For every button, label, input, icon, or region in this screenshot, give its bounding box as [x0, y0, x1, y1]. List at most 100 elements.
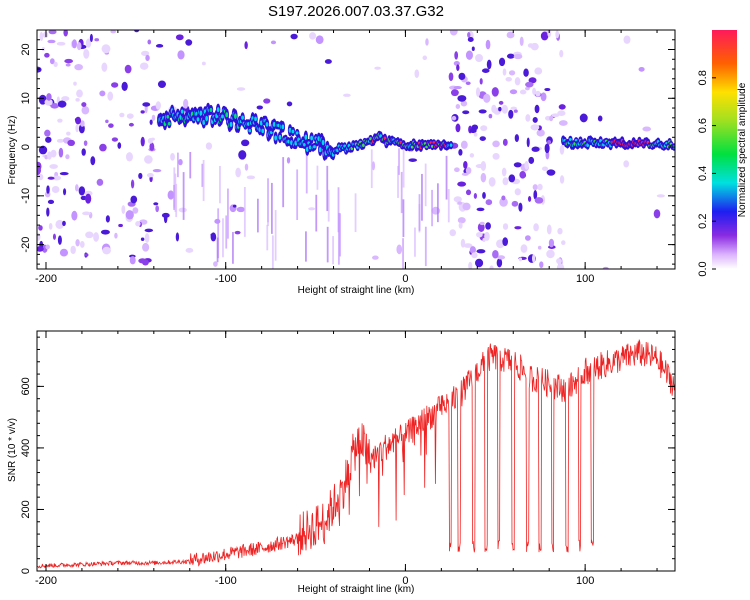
spectrogram-cell — [44, 129, 51, 137]
trace-core — [202, 119, 206, 125]
spectrogram-cell — [48, 30, 57, 35]
spectrogram-cell — [558, 104, 566, 110]
spectrogram-cell — [642, 126, 652, 132]
spectrogram-cell — [39, 31, 44, 41]
spectrogram-cell — [149, 142, 155, 151]
spectrogram-cell — [486, 59, 492, 70]
spectrogram-cell — [485, 39, 491, 50]
spectrogram-cell — [519, 170, 526, 179]
spectrogram-cell — [502, 237, 509, 247]
snr-frame — [36, 330, 676, 572]
spectrogram-streak — [326, 165, 329, 212]
spectrogram-streak — [447, 189, 450, 223]
spectrogram-cell — [135, 221, 141, 227]
spectrogram-streak — [266, 224, 269, 251]
colorbar-label: Normalized spectral amplitude — [737, 82, 748, 217]
spectrogram-cell — [448, 72, 454, 81]
spectrogram-cell — [155, 205, 159, 213]
spectrogram-cell — [476, 231, 483, 238]
spectrogram-cell — [142, 102, 151, 107]
spectrogram-streak — [326, 226, 329, 263]
spectrogram-cell — [126, 113, 134, 119]
spectrogram-cell — [546, 169, 556, 176]
spectrogram-cell — [450, 89, 459, 97]
spectrogram-cell — [124, 64, 132, 74]
spectrogram-cell — [70, 245, 76, 255]
spectrogram-cell — [101, 62, 108, 72]
spectrogram-cell — [534, 67, 543, 75]
spectrogram-cell — [75, 98, 80, 102]
spectrogram-cell — [66, 131, 71, 136]
spectrogram-streak — [339, 213, 341, 257]
spectrogram-cell — [465, 50, 473, 60]
spectrogram-cell — [157, 80, 166, 88]
spectrogram-cell — [50, 103, 60, 109]
spectrogram-streak — [398, 148, 400, 175]
spectrogram-cell — [482, 192, 486, 199]
spectrogram-cell — [263, 98, 271, 104]
spectrogram-cell — [129, 256, 136, 265]
trace-core — [274, 135, 278, 141]
spectrogram-cell — [491, 104, 497, 113]
spectrogram-cell — [50, 149, 57, 158]
spectrogram-cell — [117, 142, 122, 149]
spectrogram-cell — [57, 235, 62, 245]
spectrogram-cell — [286, 157, 291, 164]
spectrogram-cell — [533, 189, 538, 200]
spectrogram-cell — [555, 30, 560, 39]
spectrogram-cell — [457, 201, 462, 205]
spectrogram-cell — [45, 136, 52, 143]
spectrogram-cell — [63, 30, 68, 37]
spectrogram-cell — [153, 202, 159, 206]
y-tick-label: 20 — [20, 43, 32, 55]
trace-core — [294, 140, 298, 146]
spectrogram-cell — [489, 265, 494, 269]
spectrogram-cell — [462, 202, 471, 211]
colorbar-tick-label: 0.4 — [697, 166, 709, 181]
spectrogram-cell — [535, 90, 541, 97]
spectrogram-cell — [425, 38, 429, 46]
spectrogram-streak — [225, 215, 228, 249]
trace-core — [410, 145, 414, 149]
spectrogram-cell — [527, 195, 532, 202]
spectrogram-cell — [597, 115, 603, 122]
spectrogram-cell — [75, 116, 82, 125]
spectrogram-cell — [58, 147, 64, 158]
spectrogram-cell — [56, 138, 64, 143]
spectrogram-cell — [461, 172, 469, 176]
spectrogram-cell — [75, 184, 79, 192]
spectrogram-cell — [548, 238, 555, 248]
spectrogram-cell — [462, 110, 470, 115]
spectrogram-cell — [138, 172, 143, 179]
spectrogram-cell — [557, 110, 566, 116]
trace-core — [310, 135, 314, 141]
spectrogram-cell — [559, 175, 565, 184]
trace-core — [180, 109, 184, 114]
y-tick-label: 400 — [20, 439, 32, 457]
spectrogram-cell — [47, 176, 55, 180]
spectrogram-cells — [37, 30, 665, 269]
spectrogram-cell — [653, 209, 661, 219]
spectrogram-cell — [343, 93, 351, 97]
spectrogram-streak — [267, 200, 269, 227]
spectrogram-cell — [540, 31, 549, 41]
spectrogram-cell — [324, 59, 332, 64]
spectrogram-cell — [53, 61, 58, 68]
spectrogram-cell — [506, 31, 515, 39]
spectrogram-cell — [59, 172, 69, 176]
spectrogram-cell — [579, 113, 588, 123]
x-tick-label: 100 — [576, 575, 594, 587]
spectrogram-cell — [520, 244, 528, 253]
spectrogram-ylabel: Frequency (Hz) — [7, 116, 18, 185]
spectrogram-cell — [480, 172, 487, 183]
spectrogram-cell — [99, 143, 107, 152]
spectrogram-cell — [151, 114, 156, 121]
spectrogram-cell — [502, 68, 507, 76]
spectrogram-cell — [602, 266, 609, 269]
spectrogram-cell — [534, 197, 544, 204]
colorbar: 0.0 0.2 0.4 0.6 0.8 Normalized spectral ampl… — [697, 30, 748, 277]
snr-series — [37, 339, 675, 569]
spectrogram-cell — [475, 53, 484, 63]
x-tick-label: 0 — [402, 575, 408, 587]
spectrogram-streak — [436, 183, 439, 223]
